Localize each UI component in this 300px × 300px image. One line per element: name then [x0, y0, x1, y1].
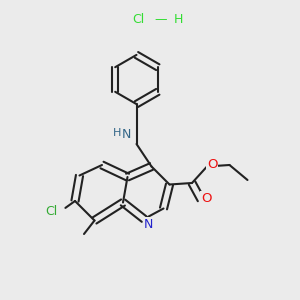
Text: O: O — [207, 158, 217, 172]
Text: —: — — [154, 13, 167, 26]
Text: H: H — [113, 128, 121, 139]
Text: N: N — [121, 128, 131, 142]
Text: N: N — [144, 218, 153, 231]
Text: Cl: Cl — [132, 13, 144, 26]
Text: Cl: Cl — [45, 205, 57, 218]
Text: H: H — [174, 13, 183, 26]
Text: O: O — [201, 191, 212, 205]
